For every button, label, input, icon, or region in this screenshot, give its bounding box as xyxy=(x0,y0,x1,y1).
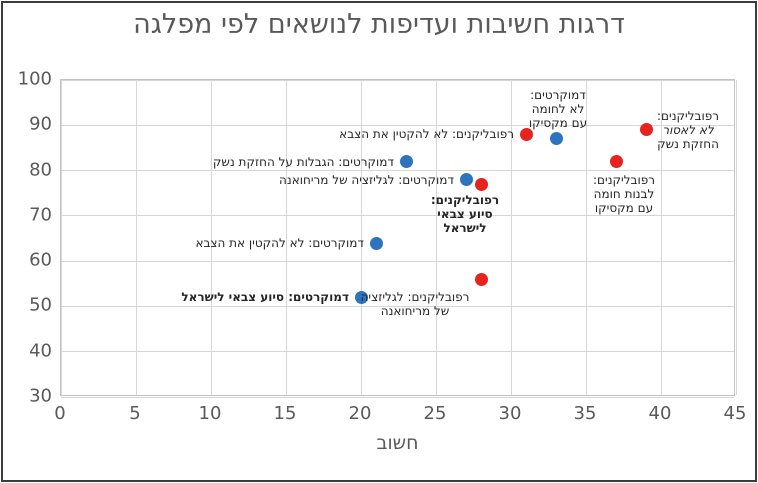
data-point xyxy=(354,290,368,304)
point-label: רפובליקנים: לגליזציה של מריחואנה xyxy=(360,290,470,319)
data-point xyxy=(474,177,488,191)
data-point xyxy=(519,127,533,141)
gridline xyxy=(60,80,62,395)
gridline xyxy=(61,396,734,398)
data-point xyxy=(369,236,383,250)
point-label: רפובליקנים: לא להקטין את הצבא xyxy=(339,127,514,142)
x-tick-label: 40 xyxy=(648,403,672,424)
data-point xyxy=(474,272,488,286)
y-tick-label: 50 xyxy=(29,294,52,316)
plot-area: דמוקרטים: לא לחומה עם מקסיקו דמוקרטים: הגבל… xyxy=(60,79,737,398)
gridline xyxy=(61,305,734,307)
gridline xyxy=(660,80,662,395)
gridline xyxy=(61,124,734,126)
gridline xyxy=(210,80,212,395)
point-label: דמוקרטים: הגבלות על החזקת נשק xyxy=(212,154,394,169)
x-tick-label: 20 xyxy=(348,403,372,424)
x-tick-label: 35 xyxy=(573,403,597,424)
gridline xyxy=(585,80,587,395)
x-tick-label: 0 xyxy=(54,403,66,424)
point-label: דמוקרטים: לא לחומה עם מקסיקו xyxy=(528,87,588,130)
x-tick-label: 10 xyxy=(198,403,222,424)
point-label: רפובליקנים: סיוע צבאי לישראל xyxy=(430,193,500,236)
x-axis-title: חשוב xyxy=(376,432,419,454)
gridline xyxy=(435,80,437,395)
y-tick-label: 70 xyxy=(29,204,52,226)
data-point xyxy=(549,132,563,146)
x-tick-label: 5 xyxy=(129,403,141,424)
gridline xyxy=(135,80,137,395)
x-tick-label: 25 xyxy=(423,403,447,424)
gridline xyxy=(61,260,734,262)
data-point xyxy=(459,173,473,187)
y-tick-label: 90 xyxy=(29,113,52,135)
gridline xyxy=(61,79,734,81)
y-tick-label: 40 xyxy=(29,340,52,362)
y-tick-label: 100 xyxy=(17,68,52,90)
gridline xyxy=(285,80,287,395)
x-tick-label: 15 xyxy=(273,403,297,424)
point-label: דמוקרטים: לא להקטין את הצבא xyxy=(195,236,364,251)
data-point xyxy=(609,155,623,168)
y-tick-label: 30 xyxy=(29,385,52,407)
data-point xyxy=(639,123,653,137)
gridline xyxy=(510,80,512,395)
point-label: רפובליקנים: לבנות חומה עם מקסיקו xyxy=(593,172,655,215)
point-label: דמוקרטים: סיוע צבאי לישראל xyxy=(181,290,349,305)
chart-title: דרגות חשיבות ועדיפות לנושאים לפי מפלגה xyxy=(133,9,625,40)
point-label: רפובליקנים: לא לאסור החזקת נשק xyxy=(657,108,719,151)
x-tick-label: 45 xyxy=(723,403,747,424)
gridline xyxy=(61,215,734,217)
gridline xyxy=(61,351,734,353)
x-tick-label: 30 xyxy=(498,403,522,424)
y-tick-label: 60 xyxy=(29,249,52,271)
gridline xyxy=(735,80,737,395)
point-label: דמוקרטים: לגליזציה של מריחואנה xyxy=(279,172,454,187)
y-tick-label: 80 xyxy=(29,159,52,181)
data-point xyxy=(399,155,413,168)
gridline xyxy=(61,170,734,172)
gridline xyxy=(360,80,362,395)
